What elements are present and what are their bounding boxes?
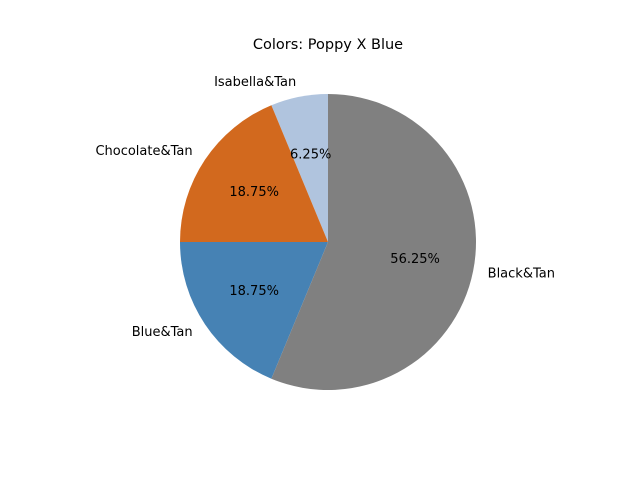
slice-percentage-label: 18.75% (229, 185, 279, 200)
pie-slice-isabella-tan (271, 94, 328, 242)
slice-label: Chocolate&Tan (95, 144, 192, 159)
pie-slice-black-tan (271, 94, 477, 391)
slice-label: Black&Tan (488, 266, 555, 281)
pie-slice-chocolate-tan (180, 105, 328, 242)
slice-percentage-label: 18.75% (229, 284, 279, 299)
pie-slices (180, 94, 477, 391)
slice-percentage-label: 56.25% (390, 252, 440, 267)
pie-slice-blue-tan (180, 242, 328, 379)
slice-label: Blue&Tan (132, 325, 193, 340)
slice-label: Isabella&Tan (214, 75, 296, 90)
pie-labels: Isabella&Tan 6.25% Chocolate&Tan 18.75% Blue… (95, 75, 555, 340)
chart-title: Colors: Poppy X Blue (253, 37, 403, 53)
slice-percentage-label: 6.25% (290, 147, 331, 162)
